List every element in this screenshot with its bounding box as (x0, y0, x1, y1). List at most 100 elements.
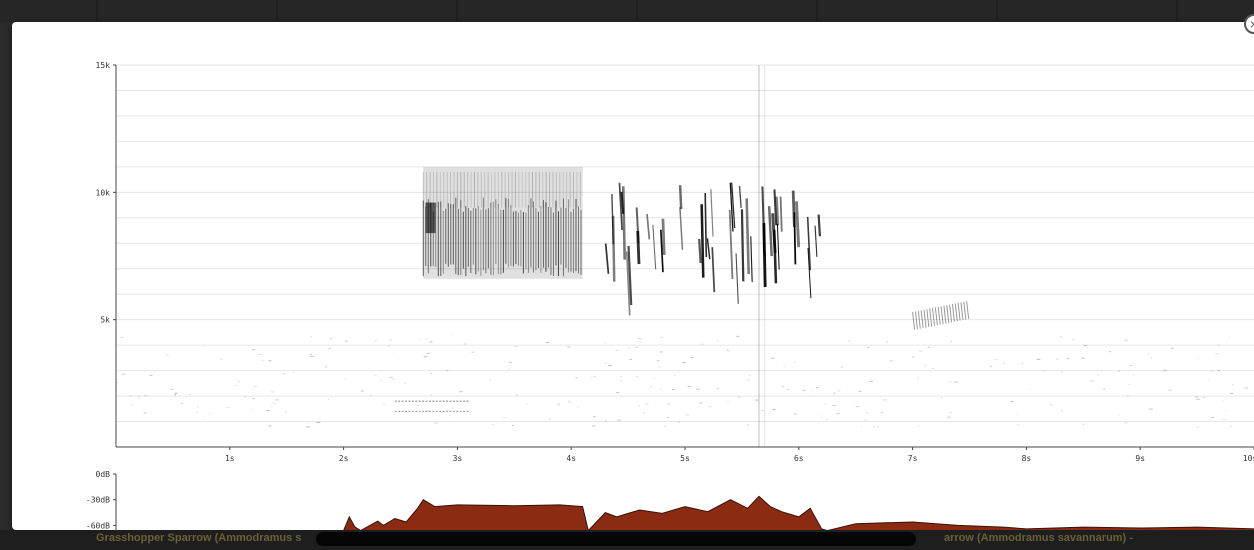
recording-caption-left[interactable]: Grasshopper Sparrow (Ammodramus s (96, 532, 302, 544)
x-tick-label: 9s (1135, 454, 1145, 463)
noise-speck (514, 345, 518, 347)
noise-speck (1149, 408, 1153, 410)
noise-speck (282, 373, 286, 375)
x-tick-label: 8s (1022, 454, 1032, 463)
noise-speck (727, 350, 731, 352)
noise-speck (860, 425, 862, 427)
noise-speck (940, 397, 943, 399)
noise-speck (783, 366, 786, 368)
noise-speck (674, 375, 676, 377)
noise-speck (502, 417, 506, 419)
chip-mark (635, 207, 640, 244)
noise-speck (832, 404, 836, 406)
trill-mark (934, 307, 938, 326)
chip-mark (659, 229, 664, 273)
noise-speck (196, 411, 198, 413)
noise-speck (196, 406, 199, 408)
noise-speck (1195, 396, 1199, 398)
chip-mark (745, 198, 750, 274)
noise-speck (316, 422, 321, 424)
noise-speck (557, 403, 560, 405)
noise-speck (508, 368, 510, 370)
close-button[interactable]: × (1244, 14, 1254, 34)
chip-mark (779, 196, 783, 232)
plot-area: 15k 10k 5k 1s 2s 3s 4s 5s 6s 7s 8s 9s 10s 0dB -30dB -60… (42, 61, 1254, 538)
trill-mark (932, 307, 936, 326)
noise-speck (1128, 383, 1131, 385)
noise-speck (1010, 401, 1014, 403)
noise-speck (678, 421, 681, 423)
noise-speck (816, 387, 819, 389)
noise-speck (203, 345, 206, 347)
chip-mark (773, 189, 778, 226)
noise-speck (1061, 371, 1063, 373)
noise-speck (1129, 365, 1132, 367)
chip-mark (806, 216, 812, 271)
x-tick-label: 3s (453, 454, 463, 463)
trill-mark (912, 311, 916, 330)
noise-speck (1049, 404, 1054, 406)
noise-speck (682, 362, 686, 364)
noise-speck (1036, 358, 1041, 360)
noise-speck (667, 403, 670, 405)
noise-speck (1090, 380, 1095, 382)
noise-speck (180, 403, 184, 405)
noise-speck (717, 387, 719, 389)
noise-speck (270, 406, 274, 408)
y-tick-label: 10k (96, 188, 111, 197)
spectrogram-modal: 15k 10k 5k 1s 2s 3s 4s 5s 6s 7s 8s 9s 10s 0dB -30dB -60… (12, 22, 1254, 538)
noise-speck (416, 404, 420, 406)
noise-speck (545, 342, 550, 344)
recording-caption-right[interactable]: arrow (Ammodramus savannarum) - (944, 532, 1133, 544)
noise-speck (425, 338, 428, 340)
x-tick-label: 4s (566, 454, 576, 463)
noise-speck (738, 396, 741, 398)
noise-speck (143, 412, 147, 414)
noise-speck (144, 395, 147, 397)
noise-speck (188, 394, 191, 396)
noise-speck (770, 357, 775, 359)
noise-speck (423, 356, 428, 358)
noise-speck (1124, 422, 1128, 424)
noise-speck (1222, 400, 1224, 402)
noise-speck (1072, 339, 1075, 341)
noise-speck (575, 377, 578, 379)
noise-speck (833, 392, 836, 394)
chip-mark (700, 204, 705, 278)
noise-speck (872, 426, 876, 428)
noise-speck (664, 425, 667, 427)
noise-speck (660, 388, 662, 390)
noise-speck (328, 348, 331, 350)
noise-speck (604, 342, 607, 344)
noise-speck (309, 336, 313, 338)
noise-speck (639, 341, 643, 343)
noise-speck (1147, 353, 1149, 355)
noise-speck (489, 379, 491, 381)
noise-speck (754, 399, 759, 401)
noise-speck (292, 371, 295, 373)
x-tick-label: 10s (1243, 454, 1254, 463)
noise-speck (275, 399, 279, 401)
noise-speck (700, 343, 705, 345)
noise-speck (912, 356, 915, 358)
chip-mark (625, 251, 631, 316)
noise-speck (129, 395, 133, 397)
noise-speck (917, 425, 920, 427)
noise-speck (568, 401, 572, 403)
noise-speck (949, 411, 952, 413)
noise-speck (360, 390, 364, 392)
noise-speck (659, 336, 664, 338)
noise-speck (310, 356, 314, 358)
noise-speck (793, 361, 797, 363)
noise-speck (696, 388, 700, 390)
trill-mark (949, 304, 953, 323)
noise-speck (219, 358, 223, 360)
noise-speck (516, 394, 518, 396)
noise-speck (1108, 351, 1111, 353)
noise-speck (233, 385, 237, 387)
noise-speck (659, 351, 663, 353)
trill-mark (951, 303, 955, 322)
noise-speck (949, 381, 952, 383)
chip-mark (698, 238, 702, 264)
trill-mark (946, 305, 950, 324)
